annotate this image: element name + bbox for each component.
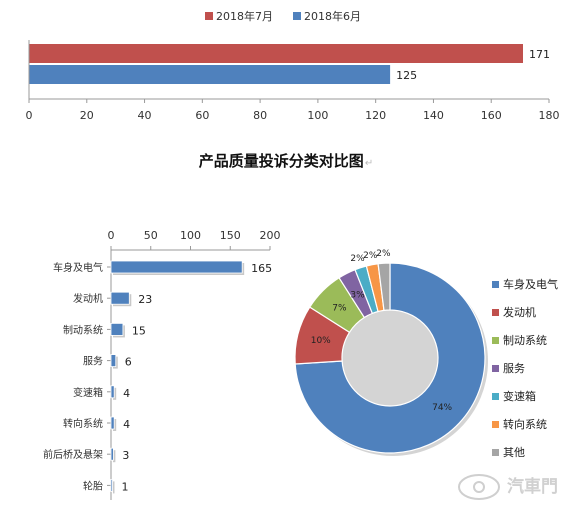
- bar-7: [110, 478, 113, 492]
- bar-value-label-7: 1: [122, 480, 129, 493]
- legend-label-0: 车身及电气: [503, 277, 558, 291]
- category-label-1: 发动机: [73, 292, 103, 305]
- top-comparison-chart: 2018年7月 2018年6月 171 125 0 20 40 60 80 100 120 140 16…: [26, 9, 560, 122]
- x-tick-label-2: 40: [138, 109, 152, 122]
- legend-swatch-4: [492, 393, 499, 400]
- bar-value-label-6: 3: [122, 449, 129, 462]
- bar-value-label-2: 15: [132, 324, 146, 337]
- bar-5: [110, 416, 115, 430]
- legend-swatch-6: [492, 449, 499, 456]
- bar-shadow-4: [113, 387, 117, 400]
- x-tick-label-6: 120: [365, 109, 386, 122]
- bar-1: [29, 65, 391, 84]
- bar-3: [110, 354, 117, 368]
- legend-swatch-3: [492, 365, 499, 372]
- donut-value-label-0: 74%: [432, 403, 452, 413]
- x-tick-label-0: 0: [108, 229, 115, 242]
- bar-shadow-7: [113, 481, 115, 494]
- bar-shadow-5: [113, 419, 117, 431]
- category-label-6: 前后桥及悬架: [43, 448, 103, 461]
- bar-0: [110, 260, 243, 274]
- bar-2: [110, 323, 124, 336]
- donut-value-label-2: 7%: [332, 303, 347, 313]
- bar-shadow-6: [113, 450, 116, 463]
- category-label-5: 转向系统: [63, 417, 103, 430]
- legend-swatch-0: [205, 12, 213, 20]
- x-tick-label-1: 20: [80, 109, 94, 122]
- legend-label-1: 发动机: [503, 305, 536, 319]
- category-label-3: 服务: [83, 355, 103, 368]
- x-tick-label-3: 150: [220, 229, 241, 242]
- legend-label-6: 其他: [503, 446, 525, 459]
- legend-label-5: 转向系统: [503, 417, 547, 431]
- donut-value-label-5: 2%: [363, 251, 378, 261]
- x-tick-label-0: 0: [26, 109, 33, 122]
- donut-value-label-1: 10%: [311, 336, 331, 346]
- legend-label-2: 制动系统: [503, 334, 547, 347]
- legend-swatch-1: [293, 12, 301, 20]
- bar-6: [110, 447, 114, 461]
- x-tick-label-3: 60: [195, 109, 209, 122]
- donut-slice-0: [294, 262, 486, 454]
- legend-label-4: 变速箱: [503, 389, 536, 403]
- x-tick-label-9: 180: [539, 109, 560, 122]
- x-tick-label-5: 100: [307, 109, 328, 122]
- category-label-2: 制动系统: [63, 323, 103, 336]
- bar-value-label-5: 4: [123, 418, 130, 431]
- category-label-0: 车身及电气: [53, 261, 103, 274]
- bar-value-label-1: 125: [396, 69, 417, 82]
- legend-swatch-5: [492, 421, 499, 428]
- page-title: 产品质量投诉分类对比图↵: [198, 152, 374, 170]
- x-tick-label-8: 160: [481, 109, 502, 122]
- bar-value-label-4: 4: [123, 387, 130, 400]
- watermark-logo: 汽車門: [455, 470, 565, 504]
- x-tick-label-2: 100: [180, 229, 201, 242]
- x-tick-label-7: 140: [423, 109, 444, 122]
- category-label-7: 轮胎: [83, 479, 103, 492]
- bar-4: [110, 385, 115, 399]
- title-return-mark: ↵: [364, 158, 374, 169]
- legend-label-3: 服务: [503, 362, 525, 375]
- donut-value-label-4: 2%: [350, 254, 365, 264]
- legend-label-1: 2018年6月: [304, 9, 361, 23]
- category-bar-chart: 0 50 100 150 200 车身及电气 165 发动机 23 制动系统 15 服务 6 变速箱 4 转向…: [43, 229, 281, 500]
- category-label-4: 变速箱: [73, 386, 103, 399]
- bar-value-label-1: 23: [138, 293, 152, 306]
- x-tick-label-4: 200: [260, 229, 281, 242]
- bar-value-label-0: 165: [251, 262, 272, 275]
- legend-swatch-0: [492, 281, 499, 288]
- watermark-text: 汽車門: [507, 476, 558, 497]
- donut-value-label-6: 2%: [376, 249, 391, 259]
- bar-value-label-0: 171: [529, 48, 550, 61]
- legend-swatch-2: [492, 337, 499, 344]
- bar-value-label-3: 6: [125, 356, 132, 369]
- bar-1: [110, 291, 130, 305]
- donut-slice-6: [377, 262, 391, 312]
- donut-value-label-3: 3%: [350, 290, 365, 300]
- bar-0: [29, 44, 523, 63]
- x-tick-label-1: 50: [144, 229, 158, 242]
- legend-label-0: 2018年7月: [216, 9, 273, 23]
- x-tick-label-4: 80: [253, 109, 267, 122]
- legend-swatch-1: [492, 309, 499, 316]
